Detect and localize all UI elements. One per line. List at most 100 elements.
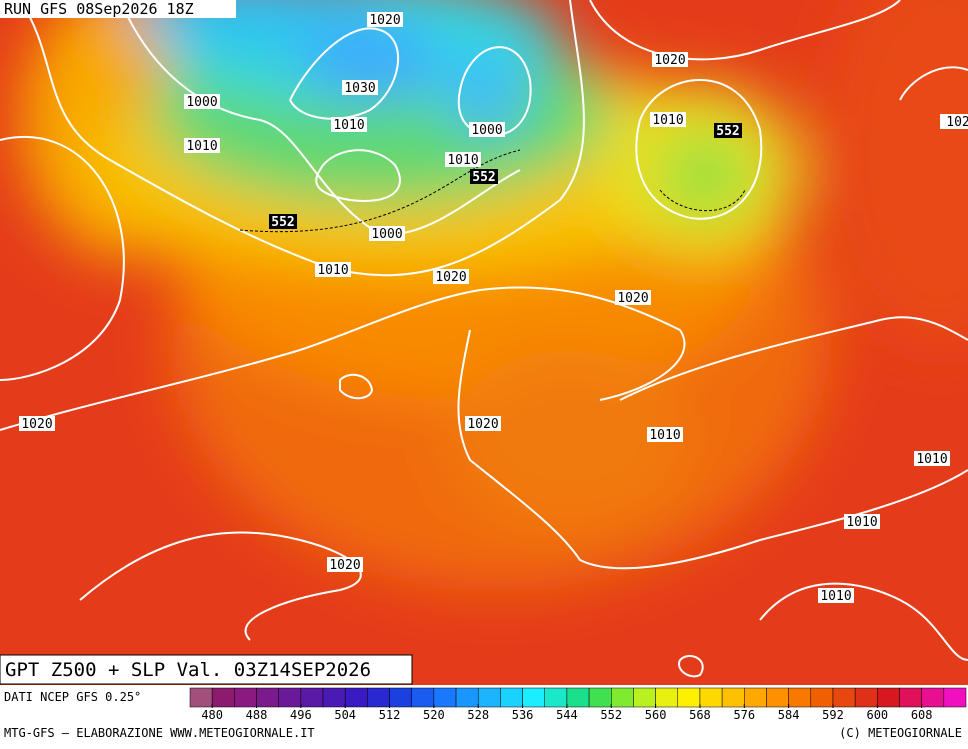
colorbar-tick-label: 504 <box>334 708 356 722</box>
isobar-label-box <box>818 588 854 603</box>
map: 1020 1030 1000 1010 1000 1010 1010 1020 1010 1000… <box>0 0 968 685</box>
colorbar-swatch <box>766 687 789 708</box>
colorbar-tick-label: 576 <box>733 708 755 722</box>
colorbar-swatch <box>788 687 812 708</box>
colorbar-swatch <box>344 687 368 708</box>
colorbar-swatch <box>655 687 679 708</box>
colorbar-swatch <box>943 687 967 708</box>
isobar <box>339 373 374 400</box>
isobar-label-box <box>367 12 403 27</box>
colorbar-tick-label: 528 <box>467 708 489 722</box>
colorbar-swatch <box>256 687 279 708</box>
isobar-label: 1010 <box>333 118 364 133</box>
isobar <box>289 27 399 120</box>
isobar-label-box <box>369 226 405 241</box>
colorbar-tick-label: 560 <box>645 708 667 722</box>
colorbar-swatch <box>300 687 324 708</box>
colorbar-tick-label: 600 <box>866 708 888 722</box>
isobar-label: 1010 <box>846 515 877 530</box>
footer-right: (C) METEOGIORNALE <box>839 726 962 740</box>
colorbar-swatch <box>721 687 745 708</box>
source-label: DATI NCEP GFS 0.25° <box>4 690 141 704</box>
colorbar-swatch <box>699 687 723 708</box>
isobar <box>678 655 704 678</box>
colorbar: 480 488 496 504 512 520 528 536 544 552 560 568 576 5… <box>189 687 967 722</box>
colorbar-swatch <box>433 687 457 708</box>
isobar-label-box <box>342 80 378 95</box>
colorbar-swatch <box>611 687 634 708</box>
colorbar-swatch <box>389 687 412 708</box>
colorbar-swatch <box>234 687 257 708</box>
colorbar-swatch <box>832 687 856 708</box>
isobar <box>899 66 968 101</box>
isobar-label: 1020 <box>21 417 52 432</box>
isobar-label: 1000 <box>186 95 217 110</box>
isobar-label: 1020 <box>617 291 648 306</box>
isobar-label: 1010 <box>186 139 217 154</box>
isobar <box>0 135 125 381</box>
run-label: RUN GFS 08Sep2026 18Z <box>4 0 194 18</box>
colorbar-tick-label: 608 <box>911 708 933 722</box>
isobar <box>589 0 901 61</box>
isobar-label: 1020 <box>654 53 685 68</box>
isobar-label: 1020 <box>329 558 360 573</box>
colorbar-tick-label: 480 <box>201 708 223 722</box>
colorbar-swatch <box>322 687 346 708</box>
colorbar-swatch <box>189 687 213 708</box>
height-field <box>20 0 968 590</box>
z500-contour <box>239 149 746 233</box>
isobar-label-box <box>940 114 968 129</box>
colorbar-tick-label: 568 <box>689 708 711 722</box>
isobar-label: 1010 <box>317 263 348 278</box>
colorbar-swatch <box>278 687 302 708</box>
isobar-label: 1030 <box>344 81 375 96</box>
colorbar-swatch <box>367 687 390 708</box>
colorbar-tick-label: 552 <box>600 708 622 722</box>
isobar-label: 102 <box>946 115 968 130</box>
colorbar-tick-label: 544 <box>556 708 578 722</box>
isobar-label-box <box>914 451 950 466</box>
colorbar-tick-label: 512 <box>379 708 401 722</box>
map-title: GPT Z500 + SLP Val. 03Z14SEP2026 <box>5 659 371 681</box>
isobar-label: 1010 <box>916 452 947 467</box>
colorbar-tick-label: 520 <box>423 708 445 722</box>
colorbar-swatch <box>455 687 479 708</box>
isobar-label: 1020 <box>435 270 466 285</box>
z500-label: 552 <box>271 215 294 230</box>
isobar-label: 1010 <box>447 153 478 168</box>
z500-label-box <box>470 169 498 184</box>
isobar-label-box <box>327 557 363 572</box>
colorbar-swatch <box>411 687 435 708</box>
colorbar-swatch <box>677 687 701 708</box>
isobar-label-box <box>433 269 469 284</box>
colorbar-swatch <box>588 687 612 708</box>
z500-label: 552 <box>716 124 739 139</box>
title-box <box>0 654 413 685</box>
colorbar-tick-label: 496 <box>290 708 312 722</box>
isobar-label: 1000 <box>471 123 502 138</box>
isobar-label-box <box>331 117 367 132</box>
isobar <box>619 316 968 401</box>
isobar-label: 1010 <box>820 589 851 604</box>
isobars <box>0 0 968 678</box>
isobar-label: 1010 <box>652 113 683 128</box>
isobar <box>457 46 532 137</box>
colorbar-tick-label: 488 <box>246 708 268 722</box>
colorbar-swatch <box>877 687 900 708</box>
isobar <box>119 0 521 236</box>
colorbar-swatch <box>522 687 545 708</box>
isobar-label-box <box>465 416 501 431</box>
isobar-label-box <box>650 112 686 127</box>
colorbar-tick-label: 584 <box>778 708 800 722</box>
isobar-label-box <box>469 122 505 137</box>
z500-label: 552 <box>472 170 495 185</box>
colorbar-tick-label: 592 <box>822 708 844 722</box>
colorbar-swatch <box>899 687 922 708</box>
run-box <box>0 0 236 18</box>
isobar-label-box <box>315 262 351 277</box>
colorbar-swatch <box>810 687 834 708</box>
colorbar-swatch <box>633 687 656 708</box>
isobar <box>0 286 686 431</box>
colorbar-swatch <box>566 687 590 708</box>
